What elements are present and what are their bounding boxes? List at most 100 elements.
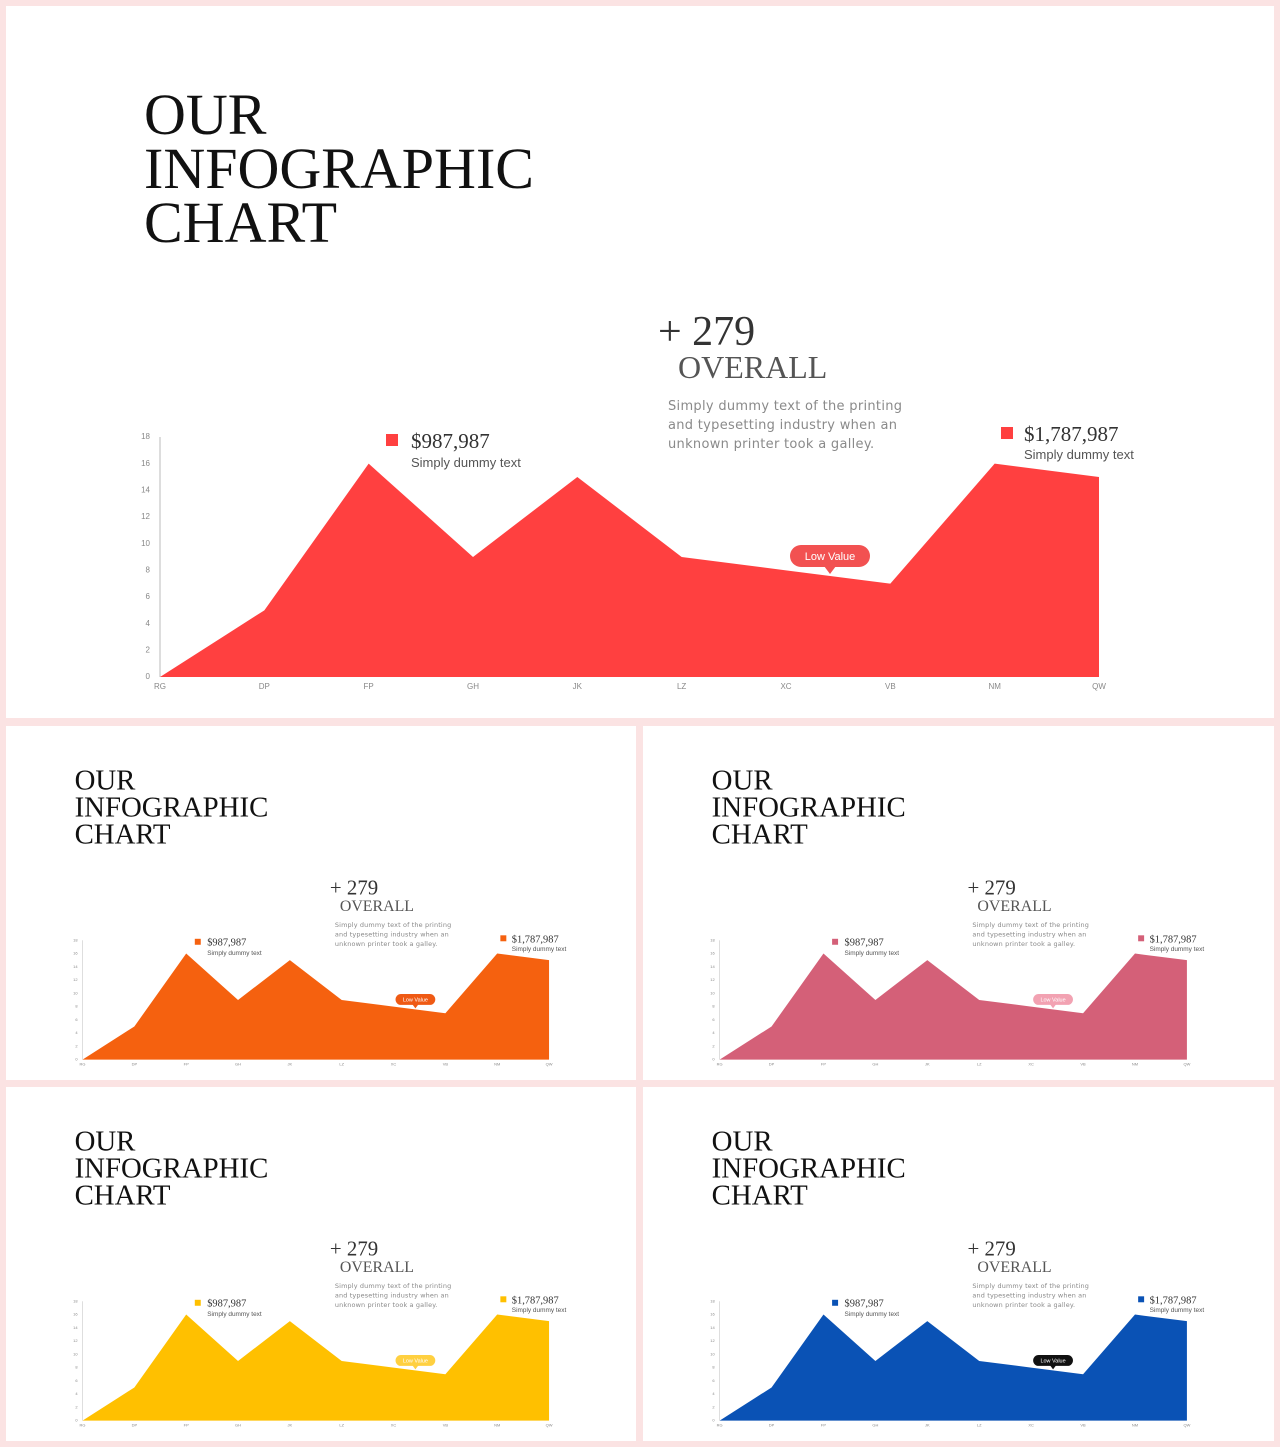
x-tick-label: VB xyxy=(1080,1062,1086,1067)
annotation-bubble xyxy=(395,1354,436,1366)
slide-title: OUR INFOGRAPHIC CHART xyxy=(711,766,906,850)
area xyxy=(82,953,550,1060)
annotation-bubble xyxy=(790,545,870,567)
subheadline: OVERALL xyxy=(340,898,414,915)
x-tick-label: QW xyxy=(1183,1062,1190,1067)
y-tick-label: 4 xyxy=(712,1030,715,1035)
area xyxy=(160,463,1099,677)
y-tick-label: 14 xyxy=(141,485,150,494)
y-tick-label: 14 xyxy=(710,964,715,969)
callout-value: $987,987 xyxy=(411,429,490,453)
x-tick-label: VB xyxy=(885,682,896,691)
x-tick-label: GH xyxy=(235,1062,241,1067)
y-tick-label: 12 xyxy=(141,512,150,521)
annotation: Low Value xyxy=(805,551,856,563)
annotation-pointer xyxy=(1050,1365,1057,1370)
x-tick-label: RG xyxy=(154,682,166,691)
x-tick-label: GH xyxy=(872,1423,878,1428)
y-tick-label: 12 xyxy=(710,1338,714,1343)
callout-marker xyxy=(832,938,839,945)
y-tick-label: 4 xyxy=(146,619,151,628)
y-tick-label: 8 xyxy=(146,565,151,574)
y-tick-label: 16 xyxy=(710,1312,715,1317)
x-tick-label: FP xyxy=(821,1423,826,1428)
callout-value: $1,787,987 xyxy=(1024,422,1119,446)
callout-marker xyxy=(1138,935,1145,942)
description: Simply dummy text of the printing and ty… xyxy=(668,399,903,452)
description: Simply dummy text of the printing and ty… xyxy=(334,1282,452,1309)
slide: OUR INFOGRAPHIC CHART + 279 OVERALL Simply … xyxy=(643,1087,1274,1441)
slide: OUR INFOGRAPHIC CHART + 279 OVERALL Simply … xyxy=(6,6,1274,718)
x-tick-label: DP xyxy=(769,1062,775,1067)
callout-text: Simply dummy text xyxy=(1150,1307,1205,1314)
y-tick-label: 0 xyxy=(75,1418,78,1423)
callout-marker xyxy=(1138,1296,1145,1303)
x-tick-label: DP xyxy=(259,682,270,691)
callout-text: Simply dummy text xyxy=(207,1311,262,1318)
description: Simply dummy text of the printing and ty… xyxy=(972,921,1090,948)
y-tick-label: 6 xyxy=(75,1017,78,1022)
x-tick-label: NM xyxy=(1132,1062,1138,1067)
x-tick-label: GH xyxy=(467,682,479,691)
description: Simply dummy text of the printing and ty… xyxy=(334,921,452,948)
x-tick-label: RG xyxy=(80,1423,86,1428)
callout-text: Simply dummy text xyxy=(845,1311,900,1318)
y-tick-label: 0 xyxy=(712,1057,715,1062)
subheadline: OVERALL xyxy=(340,1259,414,1276)
headline: + 279 xyxy=(967,1237,1015,1261)
callout-text: Simply dummy text xyxy=(411,455,521,470)
y-tick-label: 10 xyxy=(73,1351,78,1356)
callout-text: Simply dummy text xyxy=(512,946,567,953)
x-tick-label: RG xyxy=(717,1423,723,1428)
annotation-bubble xyxy=(395,993,436,1005)
x-tick-label: FP xyxy=(821,1062,826,1067)
x-tick-label: XC xyxy=(1028,1062,1034,1067)
x-tick-label: NM xyxy=(494,1062,500,1067)
y-tick-label: 4 xyxy=(75,1030,78,1035)
subheadline: OVERALL xyxy=(977,1259,1051,1276)
y-tick-label: 8 xyxy=(75,1004,78,1009)
callout-value: $987,987 xyxy=(845,1299,884,1310)
y-tick-label: 0 xyxy=(75,1057,78,1062)
x-tick-label: LZ xyxy=(977,1423,982,1428)
x-tick-label: JK xyxy=(573,682,583,691)
y-tick-label: 2 xyxy=(75,1043,77,1048)
annotation-pointer xyxy=(1050,1004,1057,1009)
y-tick-label: 6 xyxy=(146,592,151,601)
slide-title: OUR INFOGRAPHIC CHART xyxy=(711,1127,906,1211)
callout-marker xyxy=(194,938,201,945)
x-tick-label: JK xyxy=(925,1423,930,1428)
subheadline: OVERALL xyxy=(977,898,1051,915)
x-tick-label: DP xyxy=(132,1423,138,1428)
callout-value: $987,987 xyxy=(207,1299,246,1310)
y-tick-label: 6 xyxy=(75,1378,78,1383)
annotation-pointer xyxy=(412,1365,419,1370)
area xyxy=(719,953,1187,1060)
y-tick-label: 18 xyxy=(710,937,715,942)
subheadline: OVERALL xyxy=(678,349,827,385)
x-tick-label: LZ xyxy=(339,1423,344,1428)
annotation: Low Value xyxy=(403,997,428,1003)
y-tick-label: 8 xyxy=(712,1365,715,1370)
y-tick-label: 18 xyxy=(73,1298,78,1303)
callout-marker xyxy=(194,1299,201,1306)
x-tick-label: NM xyxy=(494,1423,500,1428)
y-tick-label: 0 xyxy=(146,672,151,681)
x-tick-label: QW xyxy=(546,1062,553,1067)
callout-text: Simply dummy text xyxy=(1150,946,1205,953)
slide-title: OUR INFOGRAPHIC CHART xyxy=(144,88,534,255)
slide: OUR INFOGRAPHIC CHART + 279 OVERALL Simply … xyxy=(6,1087,636,1441)
callout-marker xyxy=(500,1296,507,1303)
y-tick-label: 2 xyxy=(712,1043,714,1048)
x-tick-label: NM xyxy=(988,682,1001,691)
area xyxy=(719,1314,1187,1421)
y-tick-label: 8 xyxy=(75,1365,78,1370)
slide-title: OUR INFOGRAPHIC CHART xyxy=(74,1127,269,1211)
x-tick-label: VB xyxy=(1080,1423,1086,1428)
x-tick-label: FP xyxy=(364,682,374,691)
annotation: Low Value xyxy=(1040,997,1065,1003)
y-tick-label: 10 xyxy=(710,990,715,995)
